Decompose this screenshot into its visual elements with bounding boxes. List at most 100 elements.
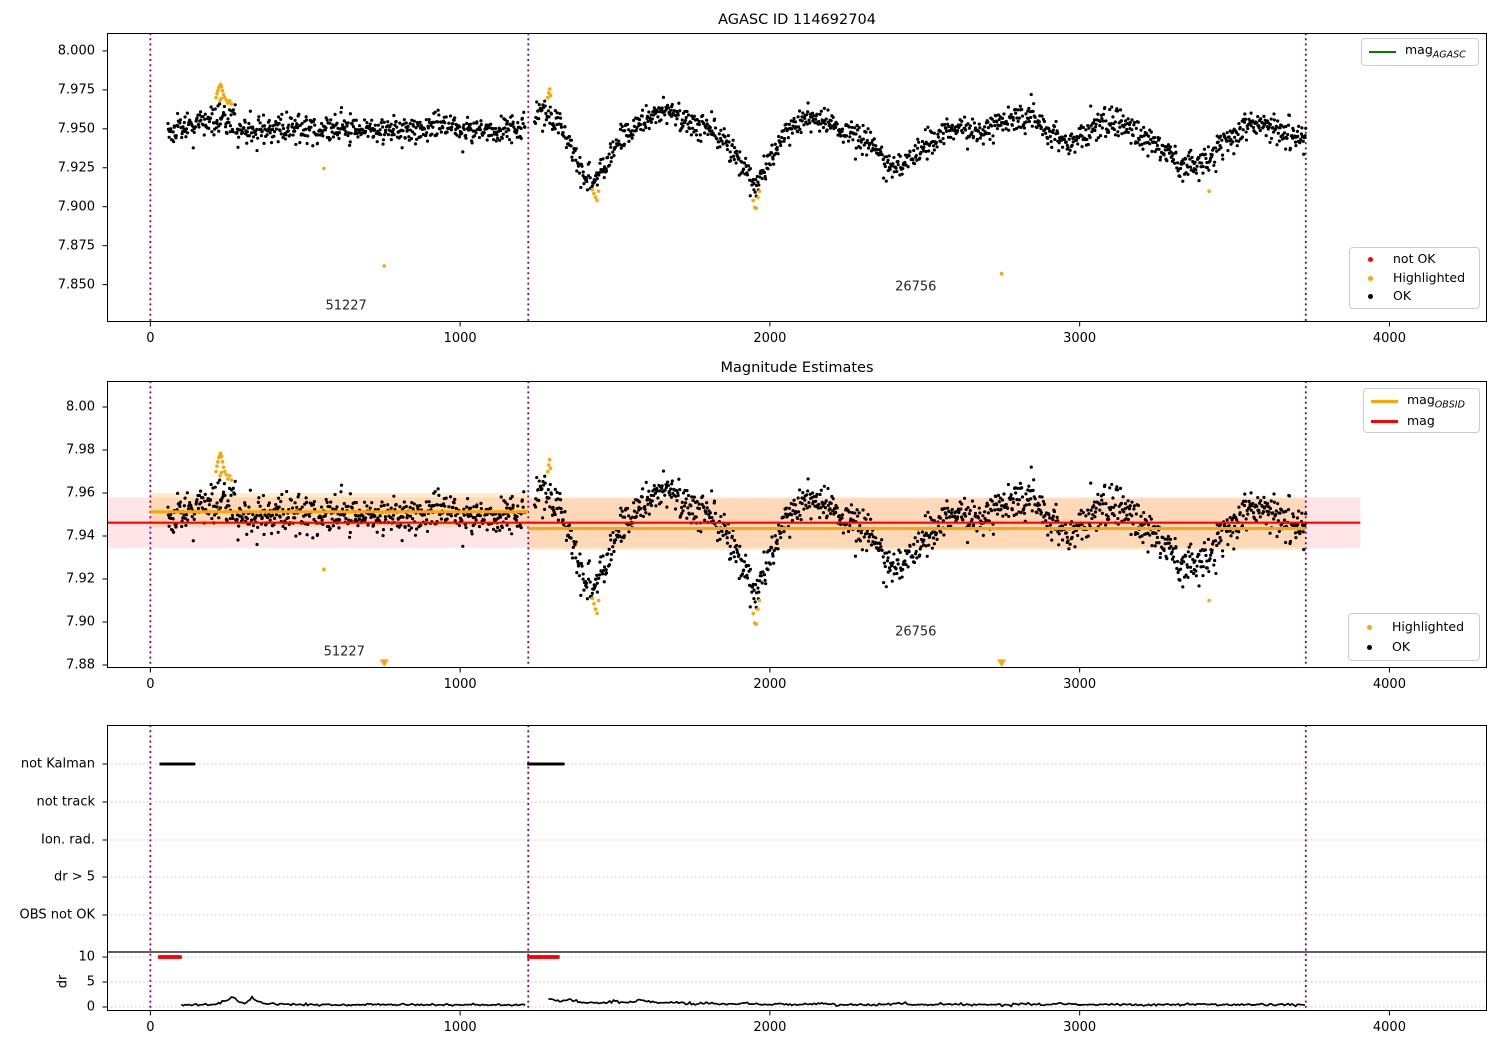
ok-point	[259, 513, 263, 517]
ok-point	[686, 122, 690, 126]
ok-point	[1108, 107, 1112, 112]
ok-point	[819, 488, 823, 492]
ok-point	[655, 110, 659, 114]
ok-point	[362, 118, 367, 122]
ok-point	[815, 492, 819, 496]
ok-point	[590, 591, 594, 595]
ok-point	[710, 489, 714, 493]
ok-point	[190, 128, 194, 132]
ok-point	[760, 176, 764, 181]
ok-point	[787, 122, 792, 126]
ok-point	[1161, 535, 1165, 540]
ok-point	[414, 126, 418, 130]
ok-point	[1268, 506, 1273, 511]
ok-point	[351, 125, 356, 129]
ok-point	[1225, 518, 1229, 522]
ok-point	[1112, 505, 1116, 510]
ok-point	[961, 518, 965, 522]
ok-point	[740, 170, 745, 174]
not-kalman-mark	[545, 762, 550, 766]
ok-point	[849, 503, 854, 507]
ok-point	[575, 169, 579, 173]
ok-point	[283, 526, 287, 531]
ok-point	[887, 154, 891, 158]
ok-point	[1225, 529, 1229, 534]
ok-point	[612, 154, 616, 158]
ok-point	[1268, 531, 1272, 535]
ok-point	[280, 112, 284, 116]
ok-point	[337, 526, 341, 530]
not-kalman-mark	[539, 762, 543, 766]
ok-point	[1002, 492, 1006, 496]
ok-point	[839, 134, 843, 138]
ok-point	[789, 127, 794, 131]
ok-point	[1019, 510, 1023, 515]
ok-point	[800, 501, 804, 506]
ok-point	[1186, 565, 1190, 569]
ok-point	[717, 530, 721, 535]
ok-point	[247, 505, 251, 509]
ok-point	[346, 121, 350, 125]
ok-point	[1258, 128, 1262, 133]
ok-point	[587, 160, 592, 165]
ok-point	[1302, 152, 1306, 156]
ok-point	[485, 512, 489, 517]
ok-point	[548, 121, 552, 125]
ok-point	[1051, 517, 1055, 522]
ok-point	[503, 126, 507, 130]
ok-point	[1103, 105, 1107, 110]
ok-point	[1136, 531, 1140, 536]
ok-point	[1172, 560, 1177, 564]
ok-point	[454, 122, 458, 127]
ok-point	[849, 130, 853, 134]
ok-point	[1011, 118, 1016, 122]
ok-point	[866, 146, 871, 150]
ok-point	[184, 127, 189, 131]
ok-point	[771, 552, 775, 556]
ok-point	[1086, 534, 1090, 538]
ok-point	[1272, 500, 1277, 504]
ok-point	[725, 536, 729, 540]
ok-point	[259, 134, 264, 138]
ok-point	[1129, 532, 1133, 537]
ok-point	[715, 538, 720, 543]
ok-point	[1111, 496, 1115, 500]
ok-point	[298, 532, 302, 536]
ok-point	[293, 129, 297, 133]
ok-point	[203, 117, 207, 121]
ok-point	[543, 481, 547, 485]
ok-point	[574, 540, 578, 544]
ok-point	[715, 137, 719, 141]
ok-point	[1202, 147, 1207, 151]
ok-point	[407, 135, 411, 139]
ok-point	[1076, 142, 1080, 146]
ok-point	[1197, 178, 1201, 183]
ok-point	[1001, 514, 1005, 518]
ok-point	[555, 490, 559, 494]
ok-point	[1042, 502, 1047, 506]
ok-point	[1195, 564, 1199, 568]
ok-point	[735, 550, 740, 555]
ok-point	[304, 513, 308, 517]
ok-point	[1207, 168, 1211, 172]
ok-point	[382, 503, 386, 507]
ok-point	[710, 110, 714, 114]
ok-point	[485, 528, 489, 532]
ok-point	[640, 108, 645, 112]
ok-point	[256, 525, 260, 530]
ok-point	[972, 504, 977, 509]
ok-point	[182, 513, 186, 517]
ok-point	[584, 581, 589, 585]
ok-point	[578, 155, 582, 160]
ok-point	[1296, 523, 1300, 527]
ok-point	[681, 491, 686, 495]
ok-point	[1304, 126, 1308, 130]
ok-point	[652, 493, 656, 498]
not-kalman-mark	[561, 762, 565, 766]
ok-point	[704, 511, 708, 515]
ok-point	[298, 141, 302, 145]
ok-point	[1246, 126, 1250, 131]
ok-point	[1016, 119, 1020, 123]
ok-point	[201, 115, 205, 119]
ok-point	[741, 568, 746, 572]
